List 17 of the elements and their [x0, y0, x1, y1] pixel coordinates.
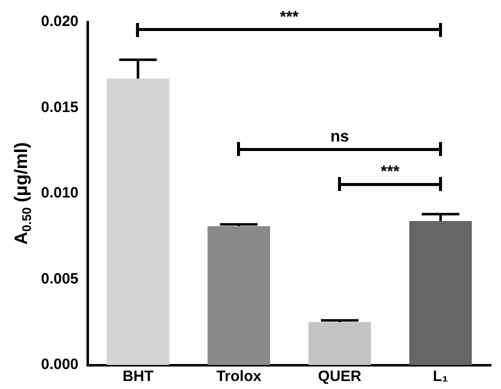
x-tick-label: QUER: [318, 368, 362, 386]
bar: [409, 220, 472, 365]
bar: [208, 226, 270, 365]
y-tick-label: 0.010: [40, 184, 79, 202]
annotation: ns: [330, 128, 350, 146]
y-axis-title: A0.50 (μg/ml): [10, 142, 34, 245]
y-tick-label: 0.005: [40, 270, 79, 288]
y-tick-label: 0.020: [40, 13, 79, 30]
annotation: ***: [380, 163, 400, 180]
bar: [308, 322, 371, 365]
annotation: ***: [280, 9, 300, 26]
y-tick-label: 0.000: [40, 356, 79, 374]
y-tick-label: 0.015: [40, 98, 79, 116]
x-tick-label: BHT: [122, 368, 154, 386]
x-tick-label: Trolox: [216, 368, 262, 386]
x-tick-label: L₁: [432, 368, 448, 386]
bar: [106, 78, 170, 365]
